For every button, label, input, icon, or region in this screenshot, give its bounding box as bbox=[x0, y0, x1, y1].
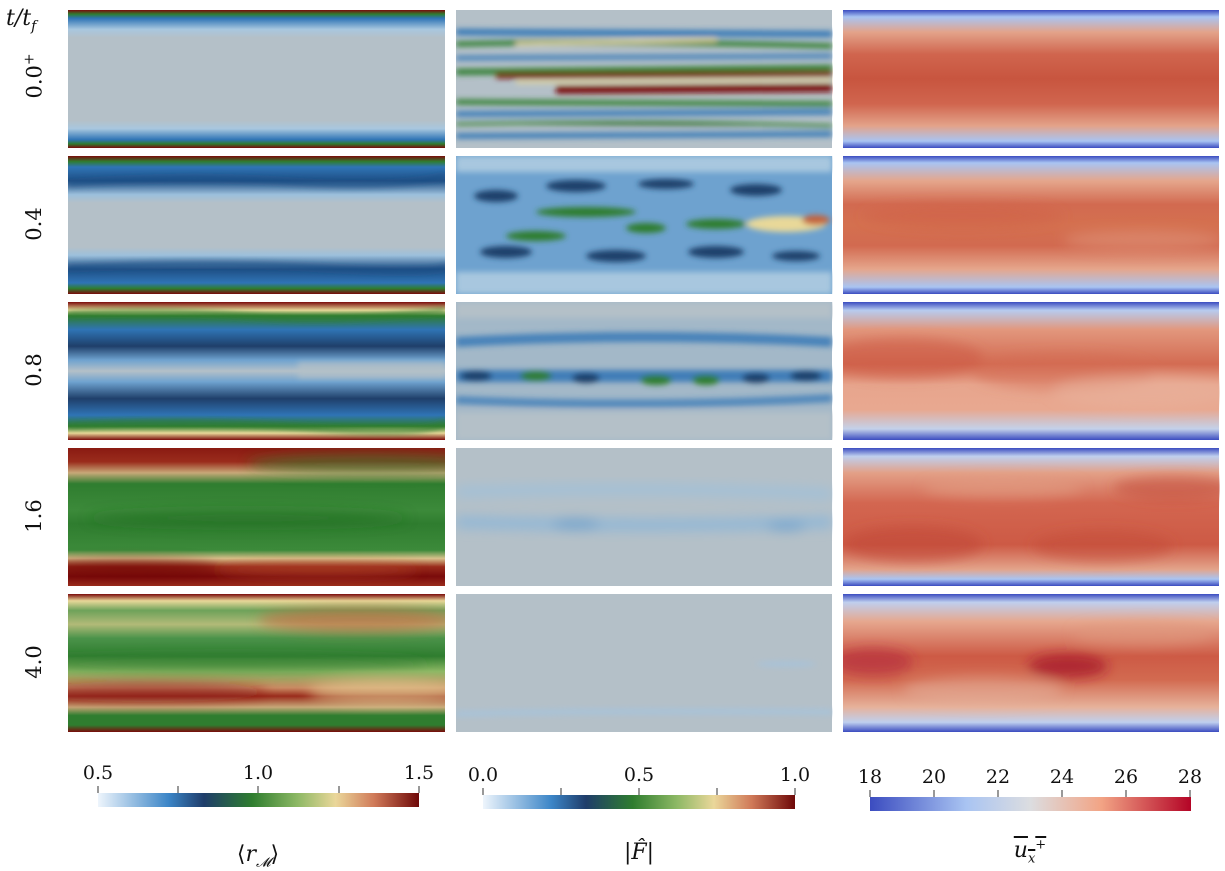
row-label-3: 0.8 bbox=[22, 353, 46, 387]
panel-f-row3 bbox=[456, 302, 833, 440]
cb2-tick-0: 0.0 bbox=[467, 764, 499, 786]
cb3-tick-3: 24 bbox=[1049, 766, 1075, 788]
cb3-tick-4: 26 bbox=[1113, 766, 1139, 788]
row-label-4: 1.6 bbox=[22, 499, 46, 533]
cb1-tick-2: 1.5 bbox=[403, 762, 435, 784]
colorbar-f bbox=[482, 788, 796, 809]
panel-rm-row1 bbox=[68, 10, 445, 148]
cb3-tick-5: 28 bbox=[1177, 766, 1203, 788]
column-u bbox=[843, 10, 1220, 732]
cb2-tick-2: 1.0 bbox=[779, 764, 811, 786]
time-axis-header: t/tf bbox=[6, 6, 37, 35]
colorbar-rm bbox=[97, 786, 420, 807]
panel-f-row1 bbox=[456, 10, 833, 148]
cb1-tick-0: 0.5 bbox=[82, 762, 114, 784]
panel-u-row2 bbox=[843, 156, 1220, 294]
panel-f-row4 bbox=[456, 448, 833, 586]
row-label-2: 0.4 bbox=[22, 207, 46, 241]
column-f bbox=[456, 10, 833, 732]
colorbar-u bbox=[869, 790, 1191, 811]
row-label-1: 0.0+ bbox=[21, 53, 47, 99]
column-rm bbox=[68, 10, 445, 732]
panel-rm-row3 bbox=[68, 302, 445, 440]
cb1-tick-1: 1.0 bbox=[242, 762, 274, 784]
cb2-title: |F̂| bbox=[623, 840, 655, 865]
cb3-tick-0: 18 bbox=[857, 766, 883, 788]
panel-u-row1 bbox=[843, 10, 1219, 148]
panel-f-row5 bbox=[456, 594, 833, 732]
panel-rm-row2 bbox=[68, 156, 445, 294]
row-label-5: 4.0 bbox=[22, 645, 46, 679]
panel-rm-row4 bbox=[68, 448, 445, 586]
cb3-title: ux+ bbox=[1013, 838, 1047, 867]
cb2-tick-1: 0.5 bbox=[623, 764, 655, 786]
cb3-tick-1: 20 bbox=[921, 766, 947, 788]
panel-rm-row5 bbox=[68, 594, 445, 732]
panel-u-row4 bbox=[843, 448, 1220, 586]
cb3-tick-2: 22 bbox=[985, 766, 1011, 788]
panel-u-row3 bbox=[843, 302, 1220, 440]
cb1-title: ⟨r𝓜⟩ bbox=[236, 842, 280, 871]
panel-u-row5 bbox=[843, 594, 1219, 732]
panel-f-row2 bbox=[456, 156, 832, 294]
